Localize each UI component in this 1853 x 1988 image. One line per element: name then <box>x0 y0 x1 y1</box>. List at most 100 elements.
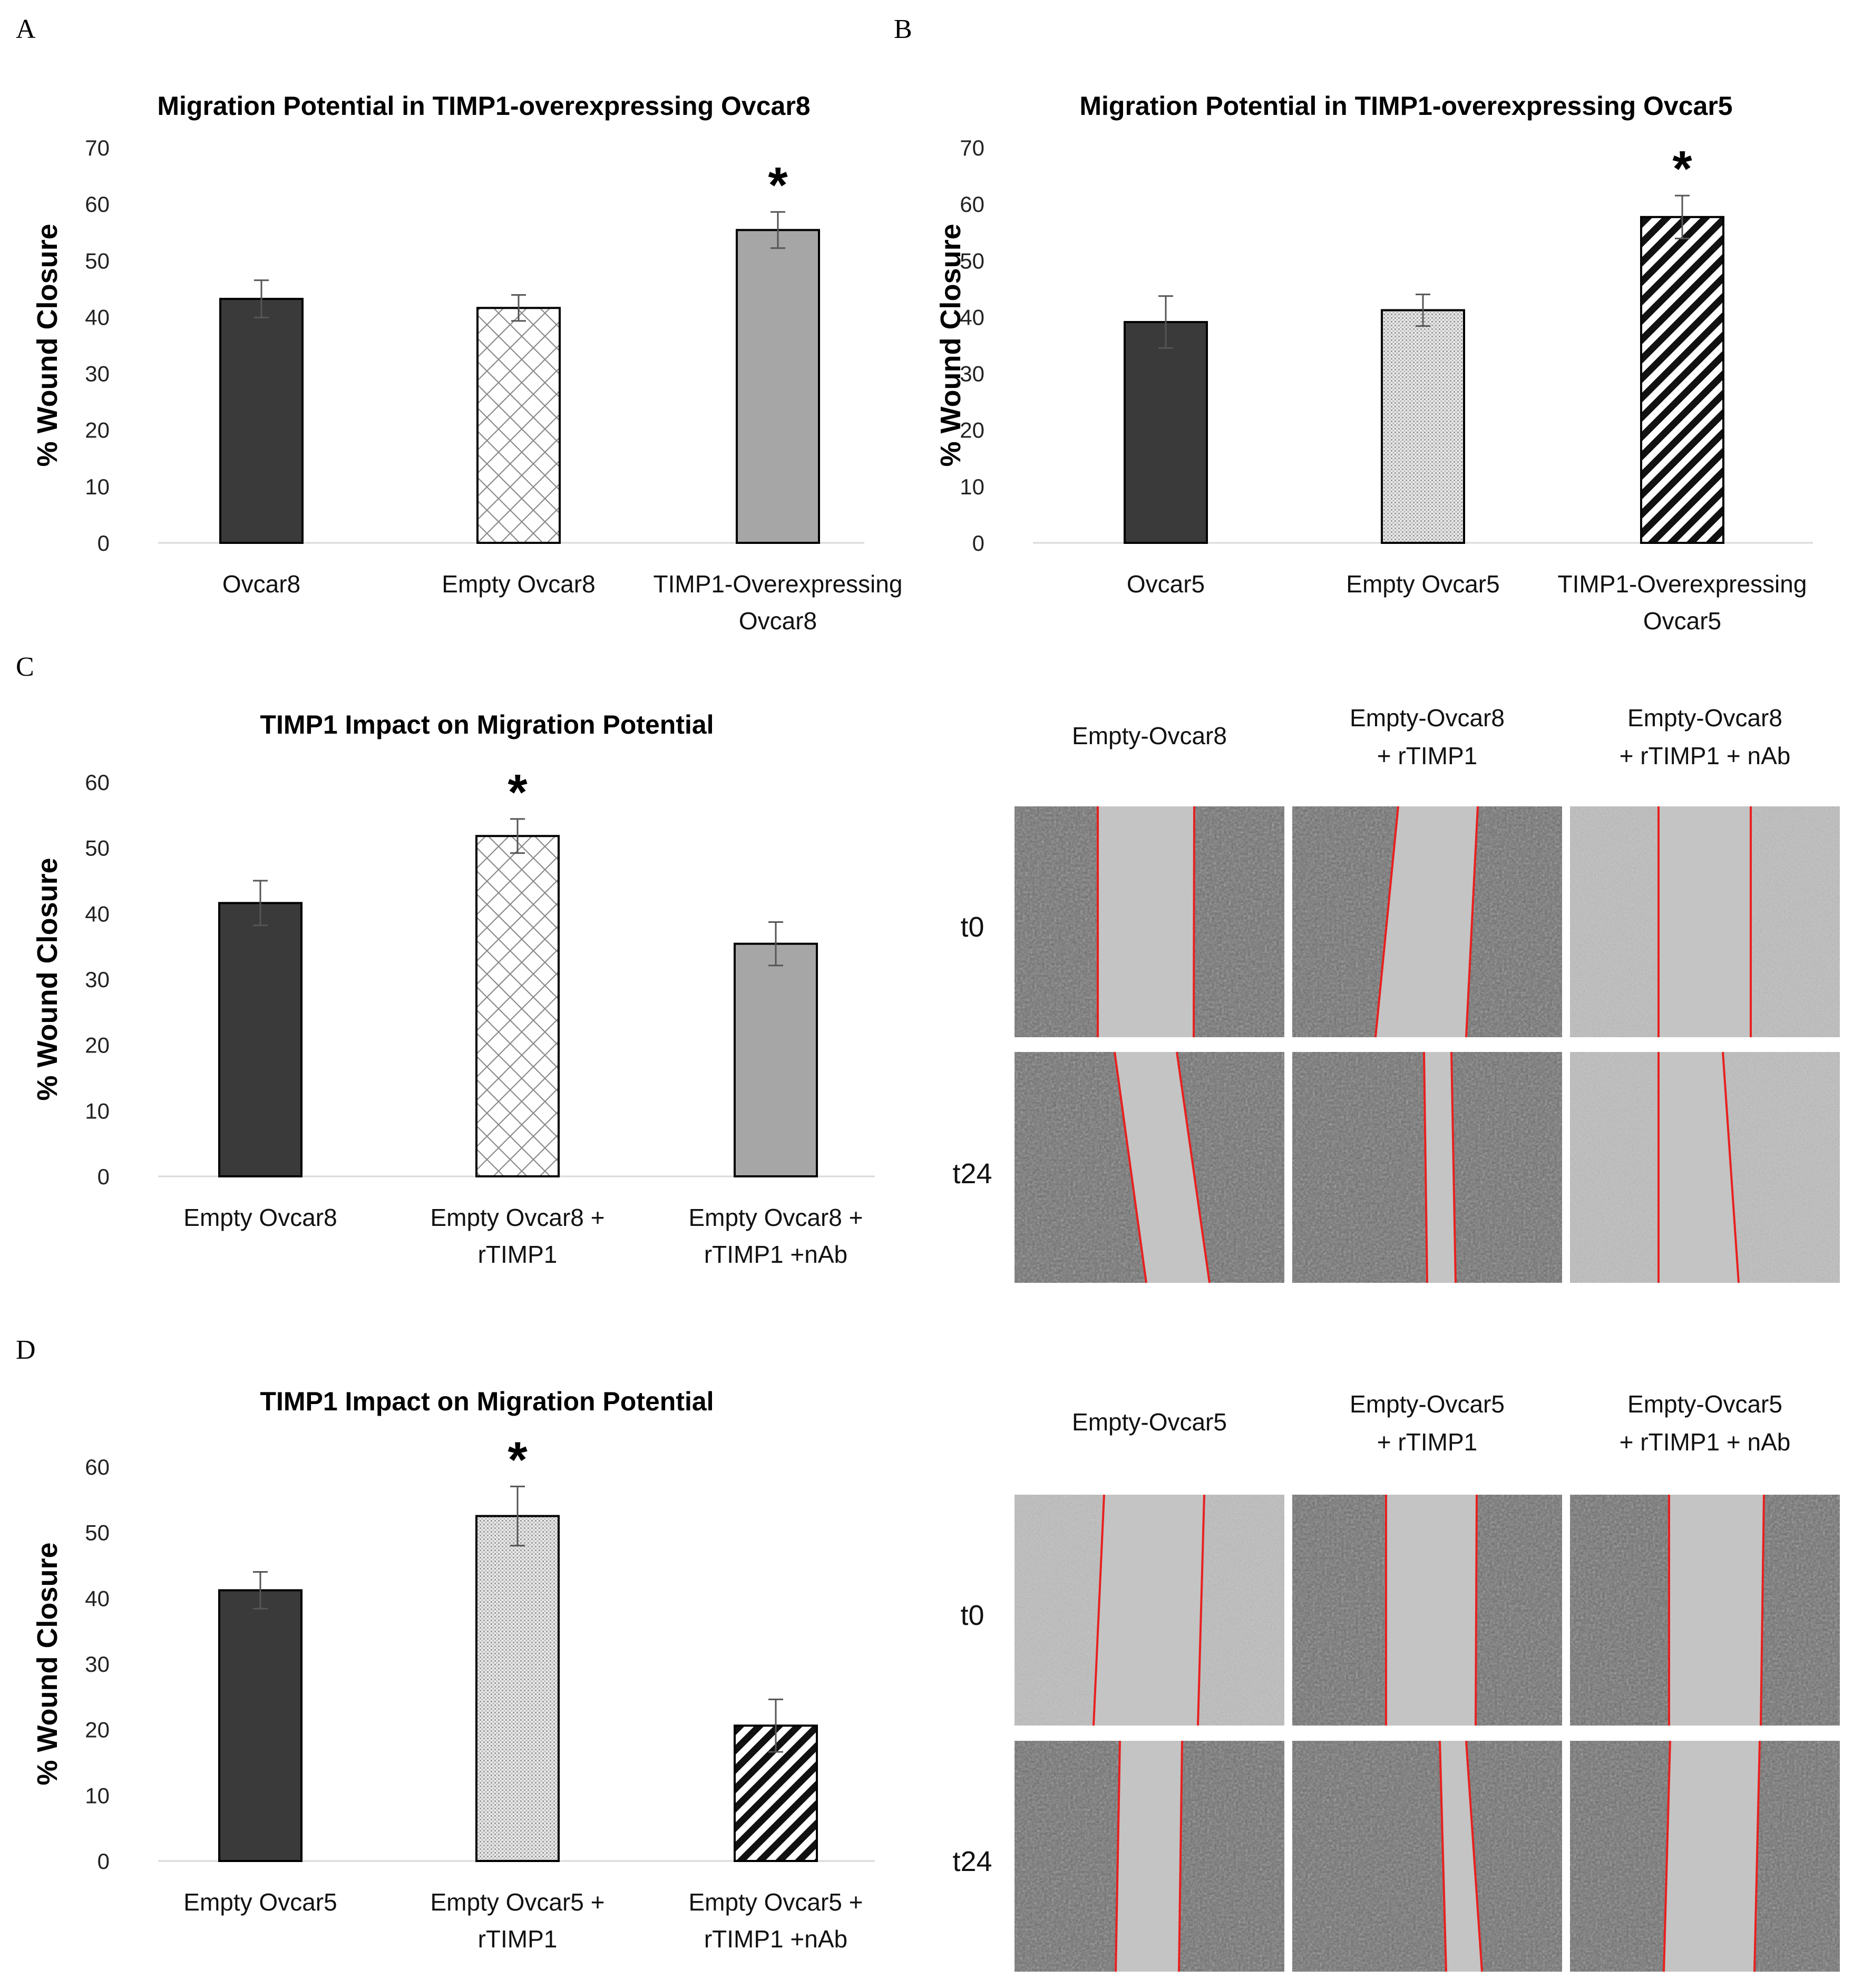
chart-title: Migration Potential in TIMP1-overexpress… <box>1079 91 1732 121</box>
bar <box>218 1589 303 1862</box>
wound-micrograph <box>1292 1051 1562 1283</box>
y-tick-label: 50 <box>85 1521 110 1545</box>
y-tick-label: 0 <box>97 531 110 556</box>
wound-edge-line <box>1722 1051 1740 1283</box>
wound-edge-line <box>1439 1740 1447 1972</box>
y-tick-label: 60 <box>85 1455 110 1479</box>
y-tick-label: 70 <box>85 135 110 160</box>
significance-star: * <box>508 1431 528 1488</box>
y-tick-label: 20 <box>85 1718 110 1742</box>
wound-edge-line <box>1114 1051 1147 1283</box>
wound-edge-line <box>1450 1051 1457 1283</box>
wound-image-grid-d: Empty-Ovcar5 Empty-Ovcar5 + rTIMP1 Empty-Ov… <box>952 1390 1840 1972</box>
chart-c: TIMP1 Impact on Migration Potential 0 10 2… <box>32 710 875 1268</box>
category-label: Empty Ovcar5 <box>183 1888 337 1916</box>
y-tick-label: 0 <box>97 1849 110 1874</box>
y-tick-label: 40 <box>85 901 110 926</box>
panel-letter-c: C <box>16 652 34 682</box>
bar <box>475 835 560 1177</box>
bar <box>1381 309 1465 544</box>
bar <box>475 1515 560 1862</box>
y-tick-label: 30 <box>85 967 110 992</box>
wound-edge-line <box>1753 1740 1761 1972</box>
error-bar <box>510 818 525 854</box>
chart-title: TIMP1 Impact on Migration Potential <box>260 710 714 739</box>
y-tick-label: 70 <box>960 135 984 160</box>
image-row-label: t24 <box>952 1158 992 1190</box>
bar-group: Ovcar5 Empty Ovcar5 * TIMP1-Overexpressing O… <box>1124 141 1807 635</box>
error-bar <box>1416 294 1430 327</box>
wound-micrograph <box>1292 806 1562 1038</box>
y-axis-label: % Wound Closure <box>32 857 63 1100</box>
wound-edge-line <box>1093 1494 1105 1726</box>
wound-edge-line <box>1465 806 1479 1038</box>
bar <box>1124 321 1208 544</box>
error-bar <box>253 880 268 927</box>
wound-micrograph <box>1570 1494 1840 1726</box>
y-tick-label: 0 <box>97 1164 110 1189</box>
category-label: Empty Ovcar8 + rTIMP1 +nAb <box>688 1204 863 1268</box>
y-tick-label: 10 <box>85 474 110 499</box>
chart-b: Migration Potential in TIMP1-overexpress… <box>935 91 1813 635</box>
bar-group: Empty Ovcar5 * Empty Ovcar5 + rTIMP1 Empty O… <box>183 1431 863 1953</box>
error-bar <box>510 1485 525 1547</box>
y-tick-label: 40 <box>85 305 110 329</box>
bar-group: Empty Ovcar8 * Empty Ovcar8 + rTIMP1 Empty O… <box>183 764 863 1268</box>
category-label: Ovcar5 <box>1127 570 1205 598</box>
category-label: TIMP1-Overexpressing Ovcar8 <box>654 570 903 635</box>
category-label: Empty Ovcar5 <box>1346 570 1499 598</box>
significance-star: * <box>768 157 788 213</box>
error-bar <box>1675 194 1690 239</box>
wound-micrograph <box>1570 1051 1840 1283</box>
category-label: Empty Ovcar5 + rTIMP1 <box>430 1888 604 1953</box>
panel-letter-d: D <box>16 1335 36 1365</box>
category-label: Empty Ovcar8 <box>442 570 595 598</box>
category-label: TIMP1-Overexpressing Ovcar5 <box>1558 570 1807 635</box>
wound-micrograph <box>1015 806 1284 1038</box>
chart-title: Migration Potential in TIMP1-overexpress… <box>157 91 810 121</box>
panel-letter-b: B <box>894 14 912 44</box>
y-tick-label: 20 <box>85 1033 110 1058</box>
chart-a: Migration Potential in TIMP1-overexpress… <box>32 91 902 635</box>
y-axis-label: % Wound Closure <box>32 223 63 466</box>
bar-group: Ovcar8 Empty Ovcar8 * TIMP1-Overexpressing O… <box>219 157 903 635</box>
error-bar <box>254 279 269 318</box>
y-tick-label: 50 <box>960 248 984 273</box>
wound-micrograph <box>1015 1494 1284 1726</box>
y-tick-label: 60 <box>85 770 110 795</box>
wound-edge-line <box>1423 1051 1428 1283</box>
wound-edge-line <box>1760 1494 1765 1726</box>
y-tick-label: 30 <box>960 362 984 386</box>
y-axis-label: % Wound Closure <box>32 1542 63 1785</box>
y-tick-label: 60 <box>960 192 984 217</box>
y-tick-label: 20 <box>85 418 110 443</box>
y-axis: 0 10 20 30 40 50 60 70 % Wound Closure <box>32 135 864 556</box>
wound-edge-line <box>1663 1740 1671 1972</box>
bar <box>476 307 561 544</box>
y-tick-label: 30 <box>85 1652 110 1677</box>
wound-edge-line <box>1178 1740 1183 1972</box>
wound-micrograph <box>1015 1051 1284 1283</box>
y-tick-label: 0 <box>972 531 984 556</box>
chart-d: TIMP1 Impact on Migration Potential 0 10 2… <box>32 1387 875 1953</box>
error-bar <box>511 294 526 322</box>
bar <box>219 298 304 544</box>
image-column-header: Empty-Ovcar8 <box>1072 722 1227 749</box>
image-row-label: t24 <box>952 1846 992 1877</box>
wound-edge-line <box>1465 1740 1483 1972</box>
wound-micrograph <box>1570 806 1840 1037</box>
y-tick-label: 10 <box>85 1783 110 1808</box>
bar <box>218 902 303 1178</box>
error-bar <box>771 211 785 249</box>
wound-edge-line <box>1374 806 1399 1038</box>
image-row-label: t0 <box>960 1600 984 1631</box>
y-tick-label: 20 <box>960 418 984 443</box>
y-tick-label: 40 <box>960 305 984 329</box>
wound-micrograph <box>1015 1740 1284 1972</box>
category-label: Empty Ovcar5 + rTIMP1 +nAb <box>688 1888 863 1953</box>
y-tick-label: 30 <box>85 362 110 386</box>
image-column-header: Empty-Ovcar5 <box>1072 1408 1227 1436</box>
wound-edge-line <box>1475 1494 1478 1726</box>
error-bar <box>253 1571 268 1610</box>
